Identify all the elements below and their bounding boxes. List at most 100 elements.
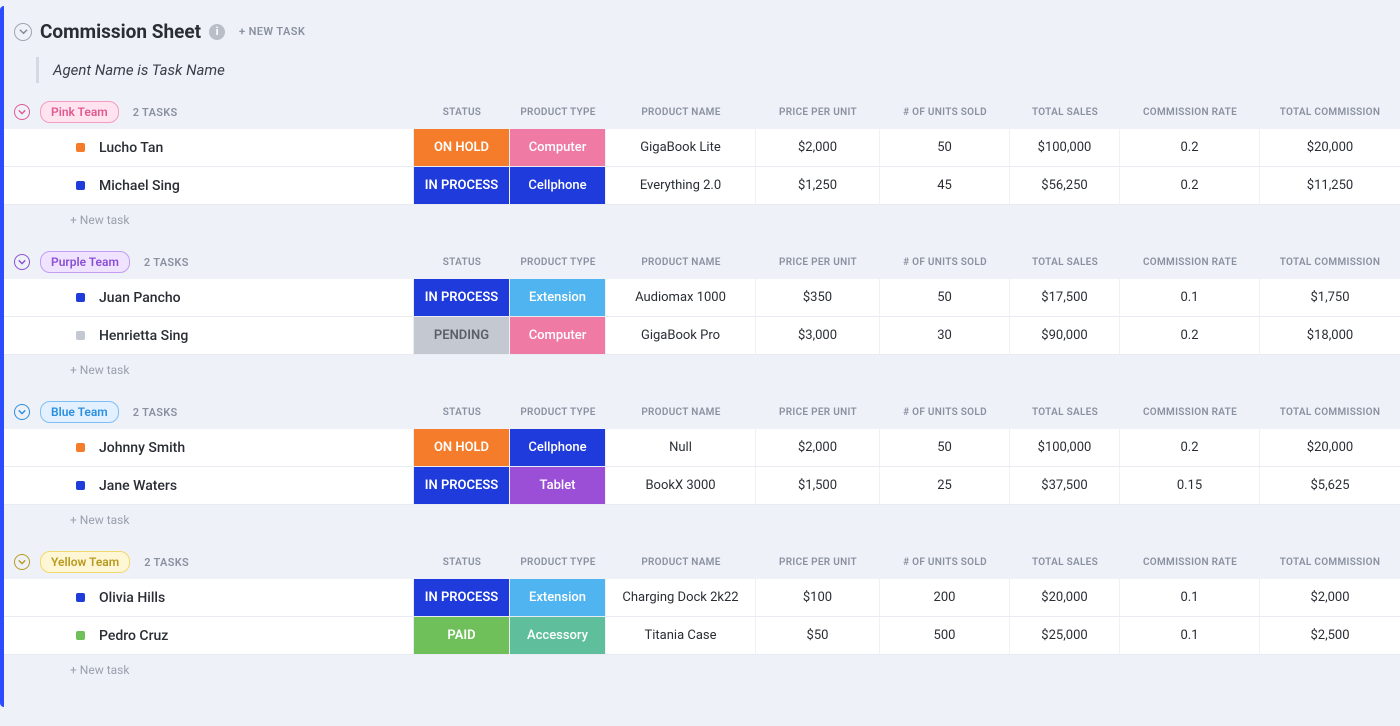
total-commission-cell[interactable]: $20,000 [1260,129,1400,166]
units-cell[interactable]: 30 [880,317,1010,354]
total-sales-cell[interactable]: $100,000 [1010,129,1120,166]
product-type-cell[interactable]: Cellphone [510,429,606,466]
total-commission-cell[interactable]: $5,625 [1260,467,1400,504]
new-task-row[interactable]: + New task [4,655,1400,677]
product-name-cell[interactable]: Audiomax 1000 [606,279,756,316]
total-sales-cell[interactable]: $90,000 [1010,317,1120,354]
commission-rate-cell[interactable]: 0.2 [1120,429,1260,466]
price-cell[interactable]: $2,000 [756,429,880,466]
units-cell[interactable]: 50 [880,279,1010,316]
product-type-cell[interactable]: Computer [510,129,606,166]
status-marker-icon [76,293,85,302]
status-cell[interactable]: PENDING [414,317,510,354]
total-sales-cell[interactable]: $100,000 [1010,429,1120,466]
product-type-cell[interactable]: Extension [510,579,606,616]
new-task-button[interactable]: + NEW TASK [239,25,305,38]
agent-name-cell[interactable]: Michael Sing [4,167,414,204]
team-pill[interactable]: Pink Team [40,101,119,123]
table-row[interactable]: Johnny Smith ON HOLD Cellphone Null $2,0… [4,429,1400,467]
status-marker-icon [76,631,85,640]
agent-name-cell[interactable]: Juan Pancho [4,279,414,316]
group-header: Blue Team 2 TASKS STATUS PRODUCT TYPE PR… [4,401,1400,429]
price-cell[interactable]: $100 [756,579,880,616]
total-sales-cell[interactable]: $17,500 [1010,279,1120,316]
status-cell[interactable]: IN PROCESS [414,167,510,204]
status-cell[interactable]: ON HOLD [414,429,510,466]
team-pill[interactable]: Purple Team [40,251,130,273]
table-row[interactable]: Olivia Hills IN PROCESS Extension Chargi… [4,579,1400,617]
units-cell[interactable]: 50 [880,129,1010,166]
product-type-cell[interactable]: Accessory [510,617,606,654]
table-row[interactable]: Michael Sing IN PROCESS Cellphone Everyt… [4,167,1400,205]
price-cell[interactable]: $2,000 [756,129,880,166]
price-cell[interactable]: $1,250 [756,167,880,204]
team-pill[interactable]: Blue Team [40,401,119,423]
commission-rate-cell[interactable]: 0.1 [1120,617,1260,654]
status-cell[interactable]: PAID [414,617,510,654]
price-cell[interactable]: $50 [756,617,880,654]
team-pill[interactable]: Yellow Team [40,551,130,573]
agent-name-cell[interactable]: Henrietta Sing [4,317,414,354]
collapse-group-icon[interactable] [14,254,30,270]
units-cell[interactable]: 200 [880,579,1010,616]
commission-rate-cell[interactable]: 0.1 [1120,579,1260,616]
commission-rate-cell[interactable]: 0.2 [1120,129,1260,166]
status-cell[interactable]: ON HOLD [414,129,510,166]
new-task-row[interactable]: + New task [4,355,1400,377]
info-icon[interactable]: i [209,24,225,40]
table-row[interactable]: Henrietta Sing PENDING Computer GigaBook… [4,317,1400,355]
units-cell[interactable]: 50 [880,429,1010,466]
price-cell[interactable]: $350 [756,279,880,316]
total-commission-cell[interactable]: $2,000 [1260,579,1400,616]
agent-name-cell[interactable]: Jane Waters [4,467,414,504]
table-row[interactable]: Juan Pancho IN PROCESS Extension Audioma… [4,279,1400,317]
product-name-cell[interactable]: GigaBook Pro [606,317,756,354]
table-row[interactable]: Jane Waters IN PROCESS Tablet BookX 3000… [4,467,1400,505]
collapse-sheet-icon[interactable] [14,23,32,41]
product-name-cell[interactable]: Titania Case [606,617,756,654]
product-type-cell[interactable]: Computer [510,317,606,354]
status-cell[interactable]: IN PROCESS [414,579,510,616]
col-price: PRICE PER UNIT [756,257,880,268]
product-name-cell[interactable]: Everything 2.0 [606,167,756,204]
collapse-group-icon[interactable] [14,404,30,420]
total-commission-cell[interactable]: $11,250 [1260,167,1400,204]
commission-rate-cell[interactable]: 0.15 [1120,467,1260,504]
total-sales-cell[interactable]: $56,250 [1010,167,1120,204]
collapse-group-icon[interactable] [14,554,30,570]
agent-name-cell[interactable]: Lucho Tan [4,129,414,166]
group-header: Pink Team 2 TASKS STATUS PRODUCT TYPE PR… [4,101,1400,129]
total-sales-cell[interactable]: $25,000 [1010,617,1120,654]
new-task-row[interactable]: + New task [4,205,1400,227]
units-cell[interactable]: 45 [880,167,1010,204]
total-commission-cell[interactable]: $18,000 [1260,317,1400,354]
units-cell[interactable]: 500 [880,617,1010,654]
collapse-group-icon[interactable] [14,104,30,120]
commission-rate-cell[interactable]: 0.2 [1120,317,1260,354]
status-cell[interactable]: IN PROCESS [414,279,510,316]
product-name-cell[interactable]: GigaBook Lite [606,129,756,166]
agent-name-cell[interactable]: Johnny Smith [4,429,414,466]
product-name-cell[interactable]: Null [606,429,756,466]
units-cell[interactable]: 25 [880,467,1010,504]
total-commission-cell[interactable]: $20,000 [1260,429,1400,466]
product-name-cell[interactable]: Charging Dock 2k22 [606,579,756,616]
price-cell[interactable]: $3,000 [756,317,880,354]
product-type-cell[interactable]: Cellphone [510,167,606,204]
total-sales-cell[interactable]: $37,500 [1010,467,1120,504]
commission-rate-cell[interactable]: 0.1 [1120,279,1260,316]
new-task-row[interactable]: + New task [4,505,1400,527]
product-type-cell[interactable]: Tablet [510,467,606,504]
status-cell[interactable]: IN PROCESS [414,467,510,504]
product-name-cell[interactable]: BookX 3000 [606,467,756,504]
total-commission-cell[interactable]: $1,750 [1260,279,1400,316]
price-cell[interactable]: $1,500 [756,467,880,504]
agent-name-cell[interactable]: Pedro Cruz [4,617,414,654]
total-commission-cell[interactable]: $2,500 [1260,617,1400,654]
table-row[interactable]: Pedro Cruz PAID Accessory Titania Case $… [4,617,1400,655]
total-sales-cell[interactable]: $20,000 [1010,579,1120,616]
table-row[interactable]: Lucho Tan ON HOLD Computer GigaBook Lite… [4,129,1400,167]
agent-name-cell[interactable]: Olivia Hills [4,579,414,616]
commission-rate-cell[interactable]: 0.2 [1120,167,1260,204]
product-type-cell[interactable]: Extension [510,279,606,316]
